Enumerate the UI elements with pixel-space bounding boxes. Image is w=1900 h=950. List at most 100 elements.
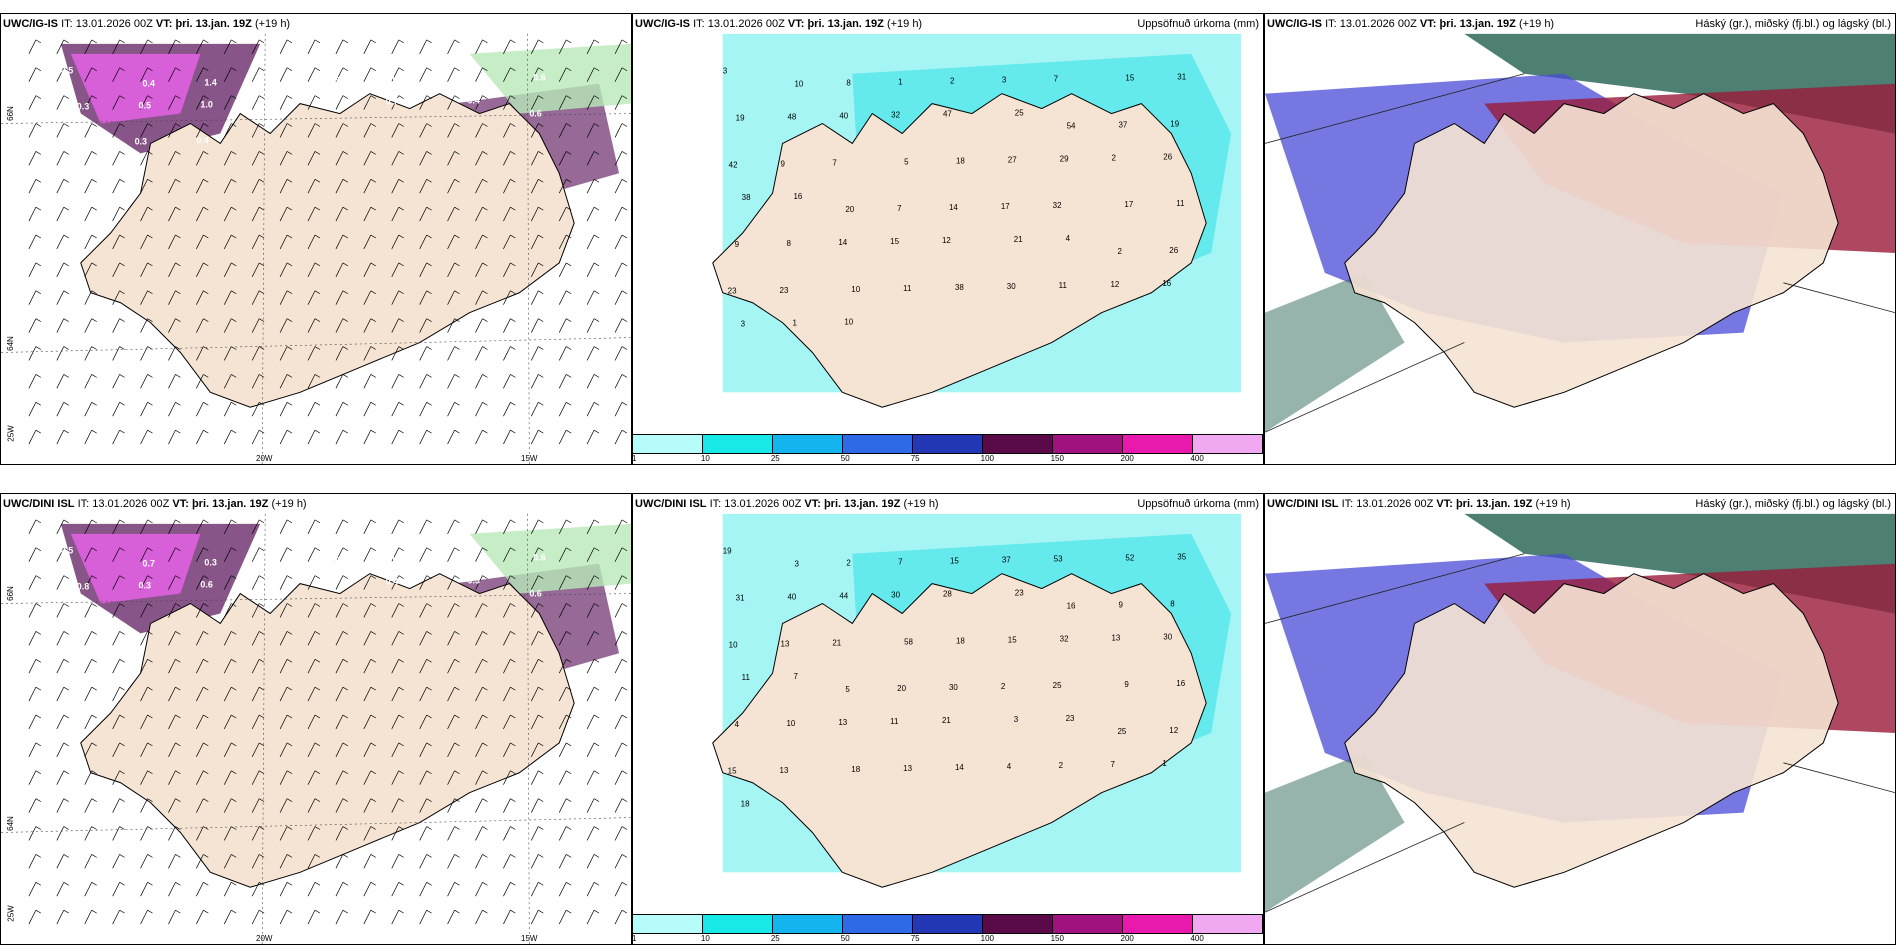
wind-barb (419, 909, 427, 925)
wind-barb (482, 575, 488, 579)
wind-barb (538, 67, 544, 72)
wind-barb (168, 39, 176, 54)
wind-barb (566, 374, 572, 378)
wind-barb (363, 346, 372, 361)
wind-barb (593, 798, 600, 802)
wind-barb (531, 429, 539, 445)
precip-value-label: 11 (1176, 199, 1185, 208)
wind-barb (119, 575, 125, 579)
wind-barb (593, 547, 600, 552)
wind-barb (391, 603, 400, 618)
wind-barb (398, 714, 404, 719)
wind-barb (314, 374, 321, 378)
wind-barb (196, 402, 204, 417)
snow-value-label: 0.8 (77, 582, 89, 592)
wind-barb (63, 881, 69, 886)
wind-barb (251, 798, 260, 813)
wind-barb (175, 658, 181, 663)
wind-barb (63, 603, 69, 607)
wind-barb (531, 798, 539, 813)
wind-barb (251, 429, 260, 445)
wind-snow-map: 0.50.7 0.3 0.4 0.6 0.5 2.1 0.60.8 0.3 0.6 0.5 0.3 0… (1, 513, 631, 944)
vt-value: þri. 13.jan. 19Z (823, 498, 901, 510)
wind-barb (147, 575, 153, 579)
wind-barb (426, 686, 432, 691)
wind-barb (586, 402, 595, 417)
wind-barb (538, 318, 544, 322)
wind-barb (419, 798, 427, 813)
wind-barb (203, 742, 209, 747)
wind-barb (342, 686, 349, 691)
wind-barb (558, 714, 567, 730)
wind-barb (621, 714, 628, 719)
wind-barb (482, 742, 488, 747)
wind-barb (419, 179, 427, 194)
precip-value-label: 20 (897, 684, 906, 693)
wind-barb (84, 882, 93, 897)
precip-value-label: 3 (723, 67, 728, 76)
wind-barb (614, 374, 623, 389)
wind-barb (231, 123, 237, 127)
wind-barb (593, 826, 600, 830)
wind-barb (391, 909, 400, 925)
wind-barb (363, 603, 372, 618)
wind-barb (84, 631, 93, 646)
wind-barb (454, 346, 460, 350)
precip-value-label: 11 (1059, 281, 1068, 290)
wind-barb (286, 95, 293, 99)
wind-barb (168, 714, 176, 730)
wind-barb (307, 909, 316, 925)
wind-barb (621, 401, 628, 406)
lead-time: (+19 h) (1535, 498, 1571, 510)
wind-barb (614, 262, 623, 277)
wind-barb (475, 429, 483, 445)
wind-barb (231, 429, 237, 434)
wind-barb (586, 547, 595, 562)
wind-barb (175, 603, 181, 607)
wind-barb (203, 881, 209, 886)
wind-barb (621, 290, 628, 295)
wind-barb (119, 178, 125, 183)
wind-barb (538, 151, 544, 155)
panel-header: UWC/DINI ISL IT: 13.01.2026 00Z VT: þri.… (635, 498, 939, 511)
wind-barb (454, 547, 460, 552)
wind-barb (119, 798, 125, 802)
precip-value-label: 14 (955, 763, 964, 772)
precip-value-label: 52 (1125, 554, 1134, 563)
wind-barb (119, 686, 125, 691)
wind-barb (112, 714, 120, 730)
wind-barb (168, 826, 176, 841)
precip-value-label: 9 (1124, 680, 1129, 689)
wind-barb (91, 234, 97, 239)
wind-barb (307, 346, 316, 361)
wind-barb (370, 575, 376, 579)
wind-barb (503, 123, 511, 138)
wind-barb (531, 346, 539, 361)
wind-barb (203, 290, 209, 295)
wind-barb (231, 178, 237, 183)
colorbar-tick: 25 (770, 934, 780, 943)
wind-barb (510, 519, 516, 524)
wind-barb (426, 854, 432, 858)
wind-barb (35, 575, 42, 579)
wind-barb (63, 318, 69, 322)
wind-barb (63, 686, 69, 691)
wind-barb (56, 770, 65, 785)
precip-value-label: 10 (844, 318, 853, 327)
wind-barb (147, 262, 153, 267)
wind-barb (510, 881, 516, 886)
land-area (712, 573, 1207, 888)
wind-barb (538, 714, 544, 719)
wind-barb (335, 659, 344, 674)
wind-barb (196, 659, 204, 674)
wind-barb (342, 770, 349, 775)
wind-barb (203, 318, 209, 322)
wind-barb (251, 659, 260, 674)
colorbar-tick: 150 (1050, 454, 1064, 463)
wind-barb (510, 798, 516, 802)
wind-barb (510, 547, 516, 552)
wind-barb (419, 318, 427, 333)
wind-barb (447, 402, 455, 417)
snow-value-label: 0.3 (324, 578, 336, 588)
wind-barb (119, 234, 125, 239)
